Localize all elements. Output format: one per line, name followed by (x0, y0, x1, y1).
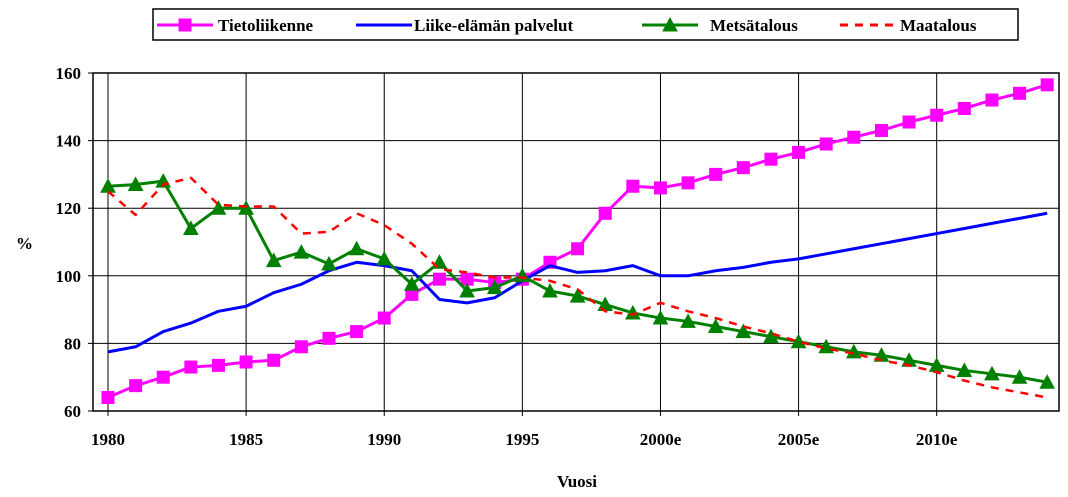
data-point (294, 340, 308, 354)
data-point (763, 328, 779, 344)
data-point (736, 161, 750, 175)
data-point (790, 333, 807, 349)
legend-item-1: Liike-elämän palvelut (356, 16, 573, 35)
data-point (210, 200, 227, 215)
y-tick-label: 160 (56, 64, 82, 83)
data-point (267, 353, 281, 367)
data-point (211, 358, 225, 372)
data-point (129, 379, 143, 393)
y-tick-label: 100 (56, 267, 82, 286)
data-point (902, 115, 916, 129)
data-point (322, 331, 336, 345)
data-point (1013, 86, 1027, 100)
legend-marker (178, 18, 192, 32)
legend-item-2: Metsätalous (642, 16, 798, 35)
series-0 (101, 78, 1054, 404)
data-point (404, 276, 420, 291)
data-point (598, 206, 612, 220)
legend-item-3: Maatalous (840, 16, 977, 35)
data-point (819, 137, 833, 151)
data-point (792, 145, 806, 159)
data-point (652, 309, 669, 325)
legend-label: Liike-elämän palvelut (414, 16, 573, 35)
data-point (183, 220, 199, 235)
data-point (239, 355, 253, 369)
x-tick-label: 1985 (229, 430, 263, 449)
data-point (127, 176, 144, 192)
y-tick-label: 60 (64, 402, 81, 421)
data-point (350, 325, 364, 339)
data-point (377, 311, 391, 325)
data-point (542, 282, 558, 298)
x-axis-title: Vuosi (557, 472, 597, 491)
data-point (957, 101, 971, 115)
y-tick-label: 80 (64, 334, 81, 353)
data-point (735, 323, 752, 339)
data-point (101, 390, 115, 404)
series-1 (107, 211, 1048, 354)
data-point (681, 176, 695, 190)
series-line (107, 176, 1048, 399)
legend-label: Metsätalous (710, 16, 798, 35)
series-3 (107, 176, 1048, 399)
data-point (956, 362, 973, 377)
legend-label: Maatalous (900, 16, 977, 35)
data-point (1011, 369, 1028, 384)
data-point (459, 282, 475, 298)
data-point (265, 252, 282, 268)
y-axis-title: % (16, 234, 33, 253)
data-point (1040, 78, 1054, 92)
data-point (156, 370, 170, 384)
data-point (847, 130, 861, 144)
data-point (184, 360, 198, 374)
x-tick-label: 2010e (916, 430, 958, 449)
legend-marker (662, 16, 678, 32)
data-point (845, 343, 862, 359)
data-point (653, 181, 667, 195)
data-point (348, 240, 365, 256)
x-tick-label: 2000e (640, 430, 682, 449)
data-point (818, 338, 835, 354)
legend-label: Tietoliikenne (218, 16, 314, 35)
data-point (707, 318, 724, 333)
data-point (431, 254, 448, 269)
data-point (1039, 374, 1056, 389)
series-line (107, 211, 1048, 354)
data-point (764, 152, 778, 166)
data-point (680, 313, 696, 328)
data-point (486, 279, 503, 295)
data-point (432, 272, 446, 286)
x-tick-label: 1995 (505, 430, 539, 449)
series-line (107, 83, 1048, 399)
data-point (569, 288, 586, 303)
data-point (321, 255, 337, 271)
data-point (874, 123, 888, 137)
data-point (984, 365, 1000, 381)
legend: Tietoliikenne Liike-elämän palvelut Metsät… (157, 16, 977, 35)
x-axis: 1980 1985 1990 1995 2000e 2005e 2010e (91, 411, 958, 449)
data-point (376, 250, 393, 266)
plot-area-border (92, 72, 1060, 412)
data-point (293, 244, 310, 259)
data-point (709, 167, 723, 181)
series-2 (100, 173, 1056, 389)
data-point (626, 179, 640, 193)
data-point (930, 108, 944, 122)
data-point (985, 93, 999, 107)
x-tick-label: 2005e (778, 430, 820, 449)
x-tick-label: 1980 (91, 430, 125, 449)
y-axis: 60 80 100 120 140 160 (56, 64, 93, 421)
x-tick-label: 1990 (367, 430, 401, 449)
data-point (571, 242, 585, 256)
y-tick-label: 140 (56, 132, 82, 151)
legend-item-0: Tietoliikenne (157, 16, 314, 35)
y-tick-label: 120 (56, 199, 82, 218)
series-group (100, 78, 1056, 404)
